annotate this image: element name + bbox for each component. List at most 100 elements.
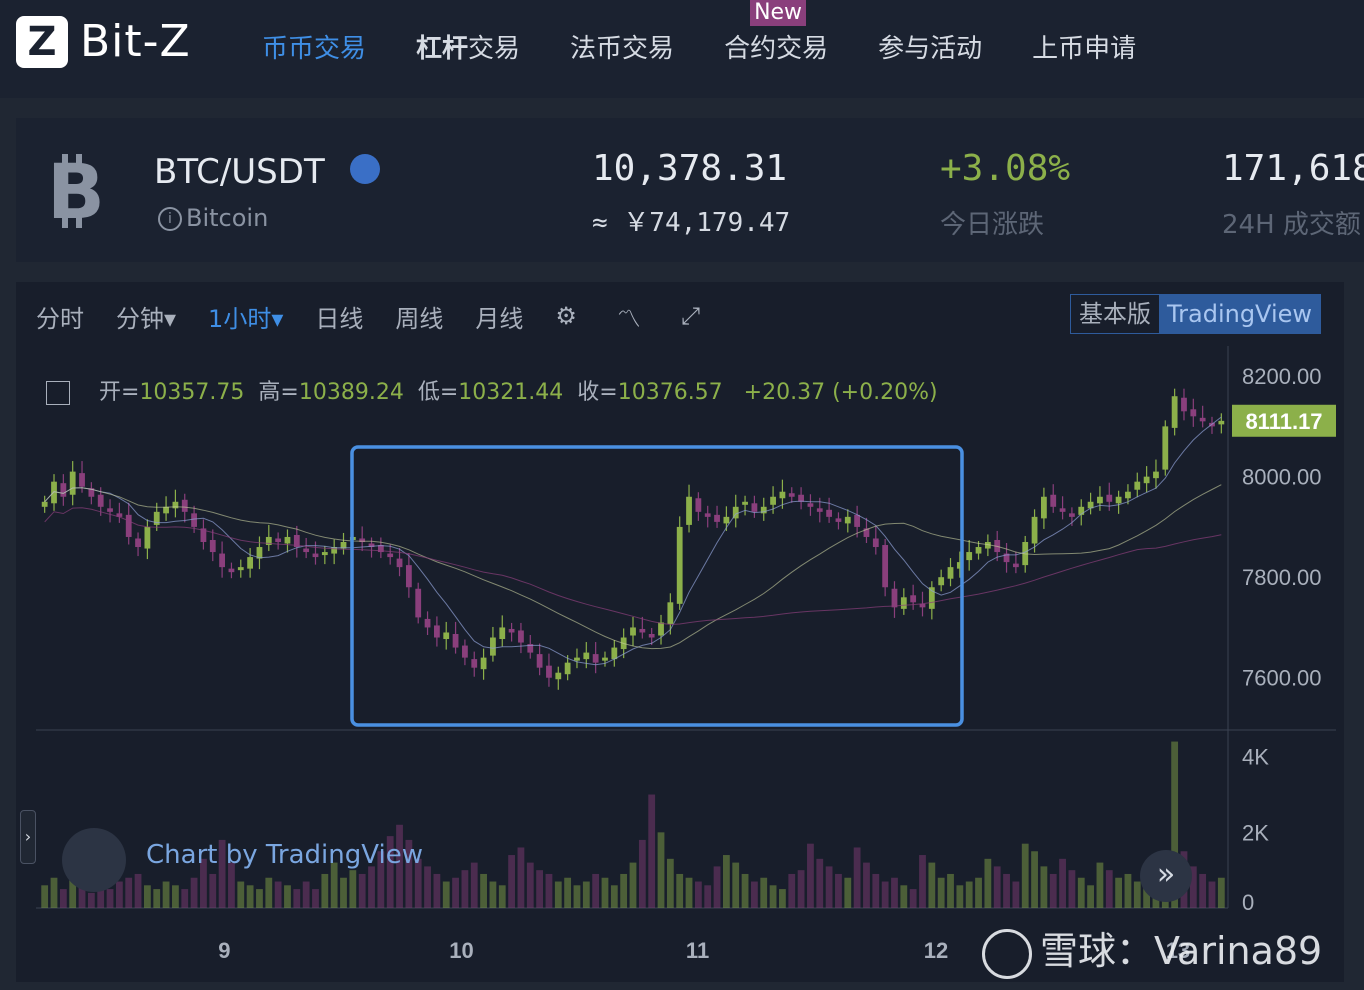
volume-bar xyxy=(554,881,562,908)
high-value: 10389.24 xyxy=(298,380,404,405)
candle xyxy=(405,565,412,588)
candle xyxy=(79,473,85,487)
volume-bar xyxy=(648,794,656,908)
nav-contract-trading[interactable]: New 合约交易 xyxy=(724,0,828,65)
candle xyxy=(863,528,870,537)
price-tick-label-2: 7800.00 xyxy=(1242,565,1322,590)
volume-bar xyxy=(844,877,852,908)
globe-icon[interactable] xyxy=(350,154,380,184)
candle xyxy=(163,506,169,514)
candle xyxy=(574,657,580,661)
price-tick-label-0: 8200.00 xyxy=(1242,364,1322,389)
fullscreen-icon[interactable]: ⤢ xyxy=(680,302,701,330)
candle xyxy=(919,603,926,608)
time-tick-label-4: 13 xyxy=(1166,938,1190,963)
candle xyxy=(293,534,300,548)
candle xyxy=(377,545,384,553)
candle xyxy=(1162,426,1169,470)
volume-bar xyxy=(993,866,1001,908)
volume-bar xyxy=(853,847,861,908)
coin-name[interactable]: i Bitcoin xyxy=(158,204,268,232)
candle xyxy=(779,491,786,499)
volume-bar xyxy=(1105,870,1113,908)
volume-bar xyxy=(760,877,768,908)
volume-bar xyxy=(937,877,945,908)
candle xyxy=(51,481,57,504)
candle xyxy=(135,538,141,548)
candle xyxy=(835,518,842,522)
volume-bar xyxy=(657,832,665,908)
nav-fiat-trading[interactable]: 法币交易 xyxy=(570,34,675,64)
brand-logo[interactable]: Z xyxy=(16,16,68,68)
nav-spot-trading[interactable]: 币币交易 xyxy=(262,34,367,64)
volume-bar xyxy=(536,870,544,908)
volume-bar xyxy=(769,885,777,908)
candle xyxy=(1012,563,1019,568)
crosshair-icon[interactable] xyxy=(46,381,70,405)
ma-line-slow xyxy=(44,507,1222,626)
xueqiu-icon xyxy=(982,928,1032,979)
volume-bar xyxy=(1040,866,1048,908)
expand-sidebar-button[interactable]: › xyxy=(20,810,36,864)
interval-day[interactable]: 日线 xyxy=(315,304,364,333)
interval-timeline[interactable]: 分时 xyxy=(36,304,84,333)
candle xyxy=(480,657,487,670)
brand-name[interactable]: Bit-Z xyxy=(80,16,191,67)
candle xyxy=(770,496,776,505)
candle xyxy=(658,622,664,636)
candle xyxy=(639,628,646,633)
volume-bar xyxy=(722,855,730,908)
candle xyxy=(303,548,310,553)
volume-bar xyxy=(190,877,198,908)
nav-margin-trading[interactable]: 杠杆交易 xyxy=(416,28,520,65)
volume-bar xyxy=(396,824,403,908)
interval-week[interactable]: 周线 xyxy=(395,304,444,333)
candle xyxy=(116,513,123,517)
volume-bar xyxy=(816,858,824,908)
chart-by-tradingview-link[interactable]: Chart by TradingView xyxy=(146,840,423,870)
gear-icon[interactable]: ⚙ xyxy=(555,302,577,330)
scroll-to-latest-button[interactable]: » xyxy=(1140,850,1192,902)
candle xyxy=(172,501,179,509)
candle xyxy=(1097,496,1103,504)
volume-bar xyxy=(713,866,721,908)
trading-pair[interactable]: BTC/USDT xyxy=(154,152,325,192)
ohlc-legend: 开=10357.75 高=10389.24 低=10321.44 收=10376… xyxy=(46,374,938,406)
candle xyxy=(1199,417,1206,422)
interval-minute[interactable]: 分钟▾ xyxy=(116,299,176,334)
volume-bar xyxy=(172,885,179,908)
candle xyxy=(788,493,795,497)
candle xyxy=(714,514,720,522)
volume-bar xyxy=(162,881,170,908)
volume-bar xyxy=(975,877,982,908)
volume-bar xyxy=(59,889,67,908)
volume-24h-label: 24H 成交额 xyxy=(1222,210,1361,240)
info-icon: i xyxy=(158,207,182,231)
volume-bar xyxy=(610,885,618,908)
volume-bar xyxy=(900,885,908,908)
candle xyxy=(209,539,216,553)
indicator-icon[interactable]: 〽 xyxy=(616,304,641,333)
price-chart[interactable]: 8200.00 8000.00 7800.00 7600.00 8111.17 4K 2K 0… xyxy=(16,282,1344,982)
candle xyxy=(826,509,833,517)
nav-listing-apply[interactable]: 上币申请 xyxy=(1032,34,1137,64)
candle xyxy=(181,499,188,512)
volume-bar xyxy=(237,881,245,908)
candle xyxy=(1059,508,1066,512)
volume-bar xyxy=(601,877,609,908)
volume-bar xyxy=(1208,881,1216,908)
view-basic-button[interactable]: 基本版 xyxy=(1079,300,1151,328)
candle xyxy=(312,553,319,558)
view-tradingview-button[interactable]: TradingView xyxy=(1159,295,1321,333)
tradingview-logo-icon[interactable] xyxy=(62,828,126,892)
nav-events[interactable]: 参与活动 xyxy=(878,34,983,64)
volume-bar xyxy=(200,858,207,908)
interval-1h[interactable]: 1小时▾ xyxy=(208,299,283,334)
interval-1h-label: 1小时 xyxy=(208,304,272,333)
volume-bar xyxy=(1087,885,1094,908)
candle xyxy=(41,501,48,507)
candle xyxy=(462,645,468,658)
candle xyxy=(583,652,590,660)
candle xyxy=(947,567,954,579)
interval-month[interactable]: 月线 xyxy=(475,304,524,333)
